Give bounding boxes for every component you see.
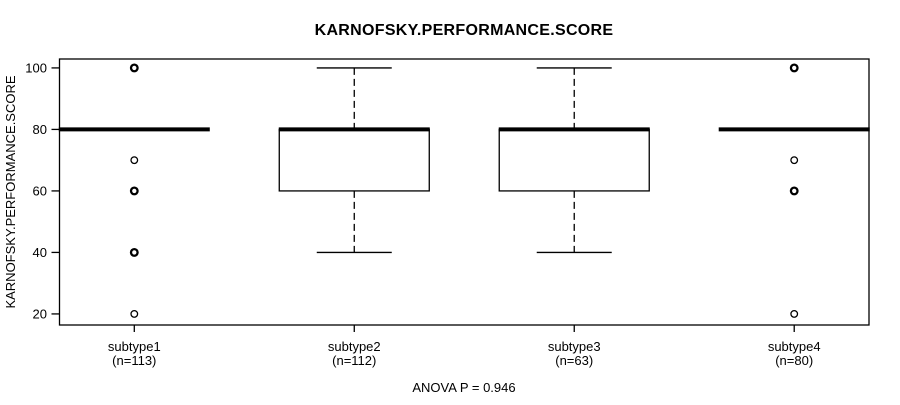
outlier-subtype4-20 (790, 309, 799, 318)
iqr-box-subtype3 (498, 128, 650, 192)
y-tick-label-80: 80 (33, 122, 47, 137)
y-tick-label-100: 100 (25, 60, 47, 75)
plot-area: 20 40 60 80 100 subtype1(n=113) subtype2(n=112… (25, 58, 870, 368)
outlier-subtype1-70 (130, 156, 139, 165)
outlier-subtype4-100 (789, 63, 799, 73)
outlier-subtype1-40 (129, 247, 139, 257)
y-tick-label-60: 60 (33, 183, 47, 198)
group-sublabel-subtype4: (n=80) (775, 353, 813, 368)
group-sublabel-subtype1: (n=113) (112, 353, 156, 368)
group-sublabel-subtype3: (n=63) (555, 353, 593, 368)
group-sublabel-subtype2: (n=112) (332, 353, 376, 368)
y-tick-label-40: 40 (33, 245, 47, 260)
group-label-subtype2: subtype2 (328, 339, 381, 354)
outlier-subtype1-100 (129, 63, 139, 73)
plot-frame (58, 58, 870, 326)
chart-title: KARNOFSKY.PERFORMANCE.SCORE (315, 22, 614, 39)
group-label-subtype3: subtype3 (548, 339, 601, 354)
group-label-subtype1: subtype1 (108, 339, 161, 354)
anova-p-label: ANOVA P = 0.946 (412, 380, 515, 395)
y-tick-label-20: 20 (33, 306, 47, 321)
outlier-subtype4-60 (789, 186, 799, 196)
group-label-subtype4: subtype4 (768, 339, 821, 354)
iqr-box-subtype2 (278, 128, 430, 192)
outlier-subtype1-20 (130, 309, 139, 318)
outlier-subtype4-70 (790, 156, 799, 165)
outlier-subtype1-60 (129, 186, 139, 196)
y-axis-title: KARNOFSKY.PERFORMANCE.SCORE (3, 75, 18, 308)
